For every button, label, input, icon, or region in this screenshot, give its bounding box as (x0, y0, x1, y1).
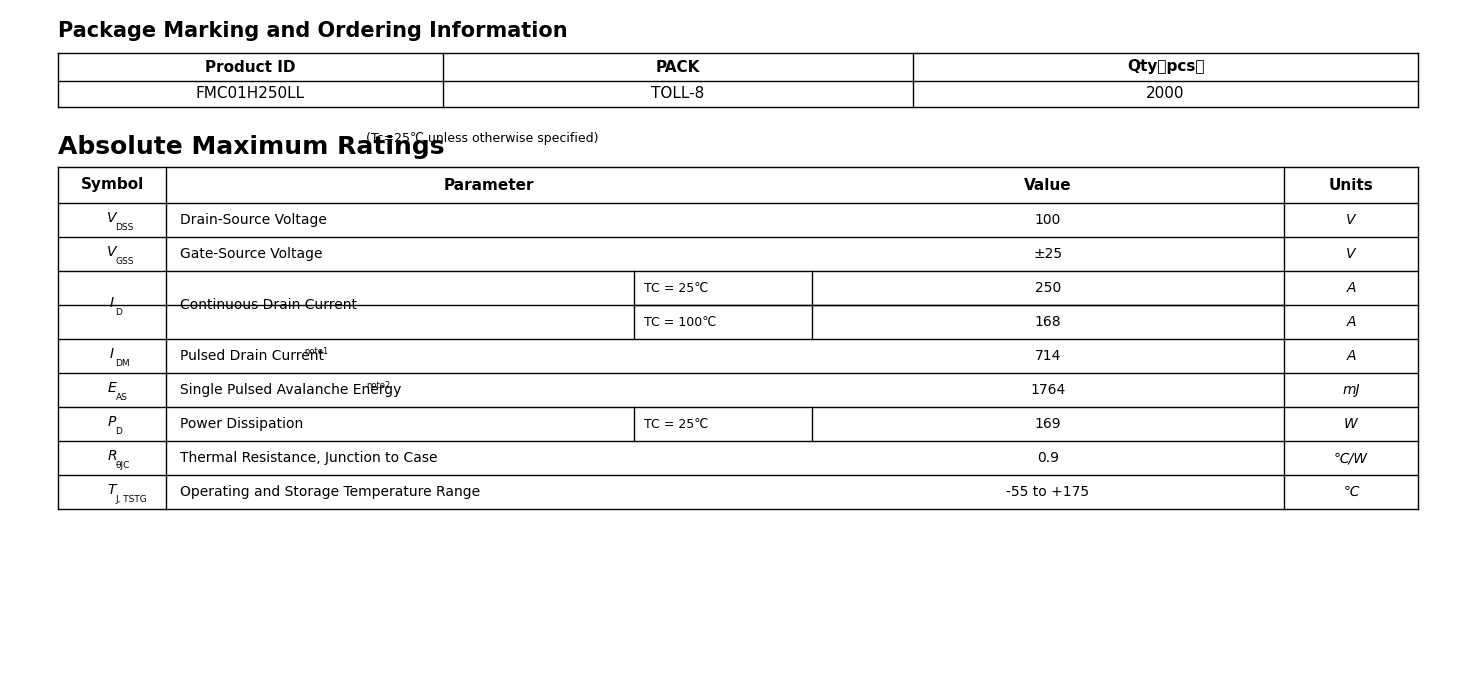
Text: Continuous Drain Current: Continuous Drain Current (180, 298, 357, 312)
Text: θJC: θJC (115, 461, 130, 470)
Text: 714: 714 (1035, 349, 1061, 363)
Text: note1: note1 (304, 346, 328, 356)
Text: Drain-Source Voltage: Drain-Source Voltage (180, 213, 326, 227)
Text: Units: Units (1328, 177, 1373, 193)
Text: Parameter: Parameter (444, 177, 534, 193)
Text: R: R (108, 449, 117, 463)
Text: 168: 168 (1035, 315, 1061, 329)
Text: Package Marking and Ordering Information: Package Marking and Ordering Information (58, 21, 568, 41)
Text: D: D (115, 427, 123, 436)
Text: A: A (1346, 349, 1356, 363)
Text: GSS: GSS (115, 257, 134, 266)
Text: Symbol: Symbol (80, 177, 143, 193)
Text: DSS: DSS (115, 223, 134, 232)
Text: W: W (1345, 417, 1358, 431)
Text: Gate-Source Voltage: Gate-Source Voltage (180, 247, 322, 261)
Text: I: I (109, 347, 114, 361)
Text: mJ: mJ (1342, 383, 1359, 397)
Text: A: A (1346, 281, 1356, 295)
Text: TC = 25℃: TC = 25℃ (644, 417, 708, 430)
Text: ±25: ±25 (1033, 247, 1063, 261)
Text: -55 to +175: -55 to +175 (1007, 485, 1089, 499)
Text: Pulsed Drain Current: Pulsed Drain Current (180, 349, 325, 363)
Text: V: V (108, 211, 117, 225)
Text: TC = 100℃: TC = 100℃ (644, 315, 716, 328)
Text: D: D (115, 308, 123, 317)
Text: 1764: 1764 (1030, 383, 1066, 397)
Text: P: P (108, 415, 117, 429)
Text: (Tc=25℃ unless otherwise specified): (Tc=25℃ unless otherwise specified) (362, 132, 598, 145)
Text: Qty（pcs）: Qty（pcs） (1126, 60, 1204, 75)
Text: FMC01H250LL: FMC01H250LL (196, 87, 306, 101)
Text: Product ID: Product ID (205, 60, 295, 75)
Text: V: V (1346, 247, 1356, 261)
Text: TC = 25℃: TC = 25℃ (644, 281, 708, 295)
Text: ℃/W: ℃/W (1334, 451, 1368, 465)
Text: 100: 100 (1035, 213, 1061, 227)
Text: V: V (108, 245, 117, 259)
Text: ℃: ℃ (1343, 485, 1359, 499)
Text: DM: DM (115, 359, 130, 368)
Text: 0.9: 0.9 (1038, 451, 1058, 465)
Text: Single Pulsed Avalanche Energy: Single Pulsed Avalanche Energy (180, 383, 401, 397)
Text: 2000: 2000 (1147, 87, 1185, 101)
Text: AS: AS (115, 393, 127, 402)
Text: Thermal Resistance, Junction to Case: Thermal Resistance, Junction to Case (180, 451, 437, 465)
Text: PACK: PACK (655, 60, 700, 75)
Text: V: V (1346, 213, 1356, 227)
Text: T: T (108, 483, 117, 497)
Text: TOLL-8: TOLL-8 (651, 87, 704, 101)
Text: Value: Value (1024, 177, 1072, 193)
Text: A: A (1346, 315, 1356, 329)
Text: Absolute Maximum Ratings: Absolute Maximum Ratings (58, 135, 444, 159)
Text: J, TSTG: J, TSTG (115, 495, 148, 504)
Text: Operating and Storage Temperature Range: Operating and Storage Temperature Range (180, 485, 480, 499)
Text: 169: 169 (1035, 417, 1061, 431)
Text: 250: 250 (1035, 281, 1061, 295)
Text: Power Dissipation: Power Dissipation (180, 417, 303, 431)
Text: I: I (109, 296, 114, 310)
Text: note2: note2 (366, 380, 390, 389)
Text: E: E (108, 381, 117, 395)
